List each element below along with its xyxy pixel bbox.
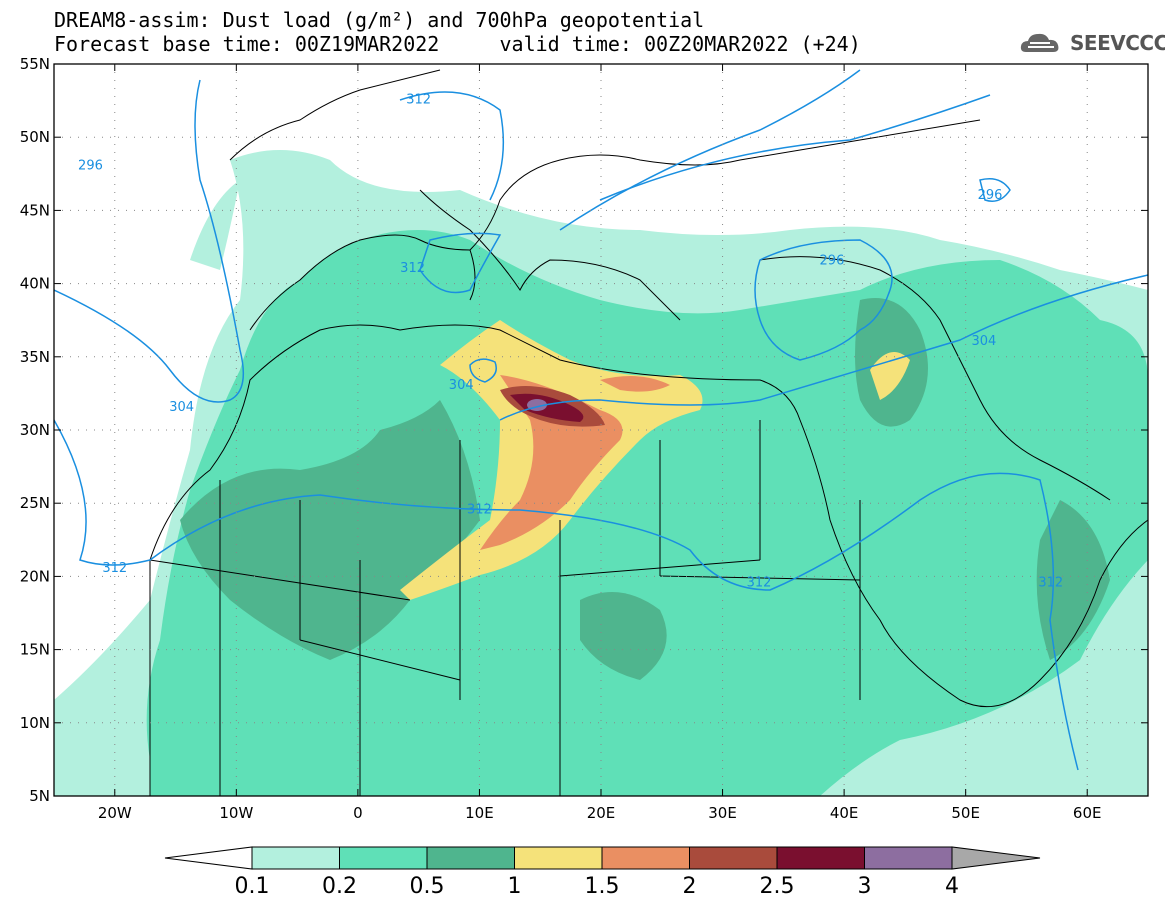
tick-label-lon: 50E <box>951 804 980 822</box>
colorbar-segment <box>776 846 865 870</box>
tick-label-lat: 20N <box>20 567 50 585</box>
colorbar-segment <box>689 846 778 870</box>
tick-label-lat: 5N <box>29 787 50 805</box>
colorbar: 0.1 0.2 0.5 1 1.5 2 2.5 3 4 <box>164 846 1041 899</box>
dust-load-field <box>54 64 1148 796</box>
tick-label-lat: 25N <box>20 494 50 512</box>
tick-label-lon: 10W <box>219 804 253 822</box>
logo-text: SEEVCCC <box>1070 31 1165 55</box>
contour-label: 312 <box>747 576 772 591</box>
contour-label: 296 <box>78 158 103 173</box>
contour-label: 312 <box>1038 576 1063 591</box>
tick-label-lat: 10N <box>20 714 50 732</box>
contour-label: 296 <box>978 188 1003 203</box>
contour-label: 312 <box>102 561 127 576</box>
tick-label-lat: 45N <box>20 201 50 219</box>
tick-label-lat: 35N <box>20 348 50 366</box>
colorbar-segment <box>514 846 603 870</box>
colorbar-segment <box>339 846 428 870</box>
contour-label: 304 <box>971 334 996 349</box>
colorbar-label: 2.5 <box>760 874 795 899</box>
tick-label-lon: 0 <box>353 804 363 822</box>
tick-label-lat: 15N <box>20 641 50 659</box>
chart-title-line2: Forecast base time: 00Z19MAR2022 valid t… <box>54 32 861 56</box>
colorbar-segment <box>601 846 690 870</box>
contour-label: 296 <box>820 254 845 269</box>
chart-title-line1: DREAM8-assim: Dust load (g/m²) and 700hP… <box>54 8 705 32</box>
contour-label: 312 <box>467 503 492 518</box>
axis-ticks: 20W 10W 0 10E 20E 30E 40E 50E 60E 55N 50N 45N 40N 35N… <box>20 55 1148 822</box>
tick-label-lat: 30N <box>20 421 50 439</box>
colorbar-label: 0.2 <box>322 874 357 899</box>
colorbar-segment <box>251 846 340 870</box>
colorbar-label: 1 <box>508 874 522 899</box>
colorbar-segment <box>426 846 515 870</box>
tick-label-lat: 50N <box>20 128 50 146</box>
geopotential-contours <box>54 69 1148 771</box>
tick-label-lat: 55N <box>20 55 50 73</box>
tick-label-lon: 10E <box>465 804 494 822</box>
colorbar-arrow-low <box>164 846 253 870</box>
colorbar-label: 0.5 <box>410 874 445 899</box>
tick-label-lon: 20W <box>98 804 132 822</box>
colorbar-segment <box>864 846 953 870</box>
colorbar-arrow-high <box>951 846 1041 870</box>
tick-label-lon: 20E <box>587 804 616 822</box>
colorbar-label: 4 <box>945 874 959 899</box>
tick-label-lon: 30E <box>708 804 737 822</box>
contour-label: 304 <box>449 378 474 393</box>
colorbar-label: 1.5 <box>585 874 620 899</box>
colorbar-label: 0.1 <box>235 874 270 899</box>
tick-label-lat: 40N <box>20 275 50 293</box>
tick-label-lon: 60E <box>1073 804 1102 822</box>
contour-label: 312 <box>400 261 425 276</box>
colorbar-label: 3 <box>858 874 872 899</box>
cloud-icon <box>1020 33 1059 52</box>
tick-label-lon: 40E <box>830 804 859 822</box>
coastlines <box>149 69 1148 796</box>
contour-label: 312 <box>406 93 431 108</box>
contour-label: 304 <box>169 400 194 415</box>
colorbar-label: 2 <box>683 874 697 899</box>
contour-labels: 296 296 296 304 304 304 312 312 312 312 312 312 <box>78 93 1063 591</box>
